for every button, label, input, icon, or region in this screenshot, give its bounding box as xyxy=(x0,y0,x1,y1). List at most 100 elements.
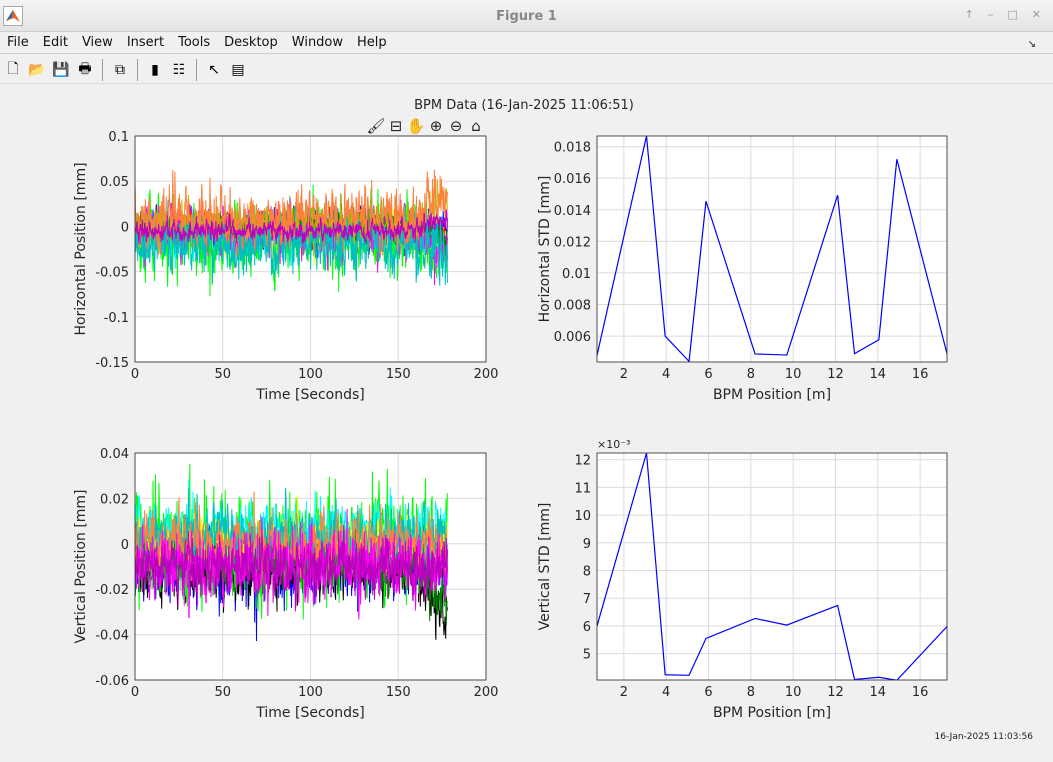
x-tick-label: 12 xyxy=(827,685,844,700)
brush-icon[interactable]: 🖌 xyxy=(366,117,385,135)
x-tick-label: 16 xyxy=(912,685,929,700)
menu-tools[interactable]: Tools xyxy=(171,32,217,53)
title-bar: Figure 1 ↑ – □ ✕ xyxy=(0,0,1053,32)
y-tick-label: 0.014 xyxy=(554,204,591,219)
x-axis-label: BPM Position [m] xyxy=(713,705,831,721)
x-tick-label: 4 xyxy=(662,685,670,700)
y-axis-label: Horizontal Position [mm] xyxy=(73,162,89,335)
legend-icon[interactable]: ☷ xyxy=(169,60,189,80)
y-tick-label: 0.006 xyxy=(554,330,591,345)
close-button[interactable]: ✕ xyxy=(1032,8,1041,21)
y-tick-label: 0.02 xyxy=(100,492,129,507)
maximize-button[interactable]: □ xyxy=(1007,8,1017,21)
y-tick-label: 0.01 xyxy=(562,267,591,282)
new-figure-icon[interactable]: 🗋 xyxy=(3,60,23,80)
suptitle: BPM Data (16-Jan-2025 11:06:51) xyxy=(414,98,634,113)
y-tick-label: 5 xyxy=(583,648,591,663)
property-inspector-icon[interactable]: ▤ xyxy=(228,60,248,80)
toolbar: 🗋📂💾🖶 ⧉ ▮☷ ↖▤ xyxy=(0,56,1053,84)
y-tick-label: 0.008 xyxy=(554,299,591,314)
y-tick-label: 0.012 xyxy=(554,235,591,250)
x-tick-label: 150 xyxy=(386,685,411,700)
data-tip-icon[interactable]: ⊟ xyxy=(390,117,403,135)
print-icon[interactable]: 🖶 xyxy=(75,60,95,80)
axis-exponent: ×10⁻³ xyxy=(597,438,630,451)
y-tick-label: -0.02 xyxy=(95,583,129,598)
y-axis-label: Vertical Position [mm] xyxy=(73,489,89,643)
menu-help[interactable]: Help xyxy=(350,32,394,53)
menu-insert[interactable]: Insert xyxy=(120,32,171,53)
x-tick-label: 100 xyxy=(298,367,323,382)
colorbar-icon[interactable]: ▮ xyxy=(145,60,165,80)
home-icon[interactable]: ⌂ xyxy=(471,117,481,135)
x-tick-label: 2 xyxy=(620,685,628,700)
x-tick-label: 8 xyxy=(747,367,755,382)
y-tick-label: 0.018 xyxy=(554,141,591,156)
x-tick-label: 0 xyxy=(131,367,139,382)
x-tick-label: 50 xyxy=(214,367,231,382)
x-tick-label: 100 xyxy=(298,685,323,700)
toolbar-separator xyxy=(137,59,138,81)
menu-view[interactable]: View xyxy=(75,32,120,53)
timestamp: 16-Jan-2025 11:03:56 xyxy=(934,732,1033,742)
y-axis-label: Horizontal STD [mm] xyxy=(537,176,553,323)
toolbar-separator xyxy=(102,59,103,81)
y-tick-label: 0.1 xyxy=(108,130,129,145)
y-axis-label: Vertical STD [mm] xyxy=(537,503,553,631)
link-icon[interactable]: ⧉ xyxy=(110,60,130,80)
x-tick-label: 6 xyxy=(704,367,712,382)
y-tick-label: 0.016 xyxy=(554,172,591,187)
toolbar-separator xyxy=(196,59,197,81)
save-icon[interactable]: 💾 xyxy=(51,60,71,80)
window-title: Figure 1 xyxy=(0,9,1053,24)
y-tick-label: -0.15 xyxy=(95,356,129,371)
y-tick-label: 7 xyxy=(583,592,591,607)
pan-icon[interactable]: ✋ xyxy=(407,117,426,135)
y-tick-label: 6 xyxy=(583,620,591,635)
y-tick-label: -0.06 xyxy=(95,674,129,689)
x-tick-label: 14 xyxy=(870,367,887,382)
x-tick-label: 14 xyxy=(870,685,887,700)
y-tick-label: 0 xyxy=(121,538,129,553)
y-tick-label: 10 xyxy=(574,509,591,524)
axes-0: 0 50 100 150 200 0.1 0.05 0 -0.05 -0.1 -0.15 Time [… xyxy=(73,130,498,403)
x-tick-label: 200 xyxy=(474,685,499,700)
x-tick-label: 16 xyxy=(912,367,929,382)
x-tick-label: 6 xyxy=(704,685,712,700)
x-tick-label: 2 xyxy=(620,367,628,382)
x-tick-label: 50 xyxy=(214,685,231,700)
window-controls: ↑ – □ ✕ xyxy=(965,8,1041,21)
undock-icon[interactable]: ↘ xyxy=(1021,36,1043,50)
menu-window[interactable]: Window xyxy=(285,32,350,53)
x-axis-label: Time [Seconds] xyxy=(255,387,364,403)
zoom-out-icon[interactable]: ⊖ xyxy=(450,117,463,135)
y-tick-label: 0 xyxy=(121,220,129,235)
axes-2: 0 50 100 150 200 0.04 0.02 0 -0.02 -0.04 -0.06 Time… xyxy=(73,447,498,721)
y-tick-label: -0.05 xyxy=(95,266,129,281)
x-tick-label: 4 xyxy=(662,367,670,382)
zoom-in-icon[interactable]: ⊕ xyxy=(430,117,443,135)
y-tick-label: -0.1 xyxy=(104,311,129,326)
x-tick-label: 0 xyxy=(131,685,139,700)
y-tick-label: -0.04 xyxy=(95,629,129,644)
x-axis-label: Time [Seconds] xyxy=(255,705,364,721)
x-tick-label: 150 xyxy=(386,367,411,382)
menu-edit[interactable]: Edit xyxy=(36,32,75,53)
x-tick-label: 10 xyxy=(785,367,802,382)
x-axis-label: BPM Position [m] xyxy=(713,387,831,403)
minimize-button[interactable]: – xyxy=(988,8,994,21)
y-tick-label: 0.05 xyxy=(100,175,129,190)
y-tick-label: 9 xyxy=(583,537,591,552)
pointer-icon[interactable]: ↖ xyxy=(204,60,224,80)
menu-file[interactable]: File xyxy=(0,32,36,53)
keep-on-top-button[interactable]: ↑ xyxy=(965,8,974,21)
x-tick-label: 200 xyxy=(474,367,499,382)
y-tick-label: 0.04 xyxy=(100,447,129,462)
x-tick-label: 10 xyxy=(785,685,802,700)
menu-desktop[interactable]: Desktop xyxy=(217,32,285,53)
open-icon[interactable]: 📂 xyxy=(27,60,47,80)
